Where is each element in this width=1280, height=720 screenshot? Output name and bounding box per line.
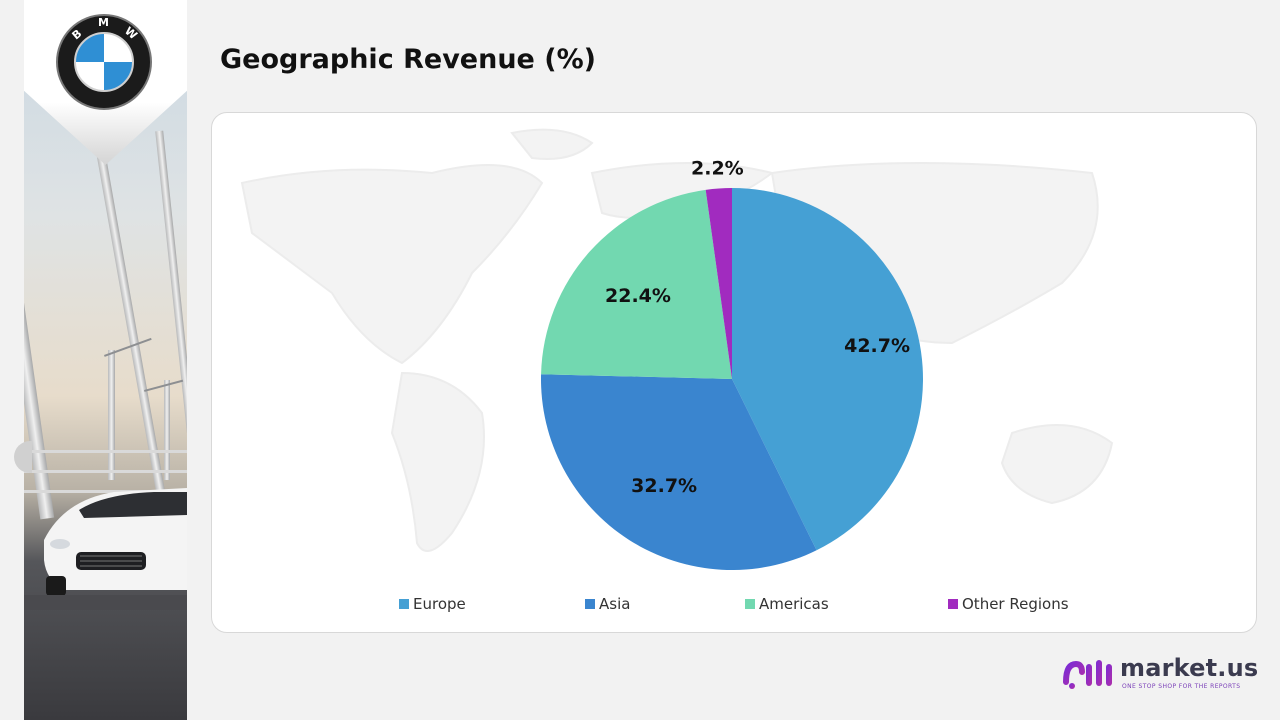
- legend-swatch: [745, 599, 755, 609]
- pie-chart: 42.7% 32.7% 22.4% 2.2%: [541, 157, 923, 570]
- chart-card: 42.7% 32.7% 22.4% 2.2% Europe Asia Americas Ot…: [211, 112, 1257, 633]
- pie-slice-other-regions: [705, 188, 732, 379]
- pie-slice-asia: [541, 374, 817, 570]
- chart-legend: Europe Asia Americas Other Regions: [212, 595, 1256, 617]
- car-illustration: [24, 488, 187, 610]
- legend-label: Europe: [413, 595, 466, 613]
- legend-label: Americas: [759, 595, 829, 613]
- pie-label-europe: 42.7%: [844, 335, 910, 357]
- legend-label: Other Regions: [962, 595, 1069, 613]
- pie-label-asia: 32.7%: [631, 475, 697, 497]
- page-title: Geographic Revenue (%): [220, 44, 596, 75]
- legend-item-asia: Asia: [585, 595, 630, 613]
- market-us-logo-icon: [1063, 660, 1112, 689]
- legend-item-europe: Europe: [399, 595, 466, 613]
- pie-label-americas: 22.4%: [605, 285, 671, 307]
- bmw-logo: B M W: [54, 12, 154, 112]
- pie-slice-europe: [732, 188, 923, 551]
- legend-swatch: [399, 599, 409, 609]
- legend-swatch: [585, 599, 595, 609]
- brand-tagline: ONE STOP SHOP FOR THE REPORTS: [1122, 683, 1241, 690]
- legend-item-other-regions: Other Regions: [948, 595, 1069, 613]
- pie-label-other-regions: 2.2%: [691, 157, 744, 179]
- legend-swatch: [948, 599, 958, 609]
- logo-letter-m: M: [98, 16, 109, 29]
- side-handle: [14, 441, 32, 473]
- brand-name: market.us: [1120, 654, 1259, 682]
- legend-item-americas: Americas: [745, 595, 829, 613]
- legend-label: Asia: [599, 595, 631, 613]
- brand-footer: market.us ONE STOP SHOP FOR THE REPORTS: [1062, 654, 1262, 696]
- pie-slice-americas: [541, 189, 732, 379]
